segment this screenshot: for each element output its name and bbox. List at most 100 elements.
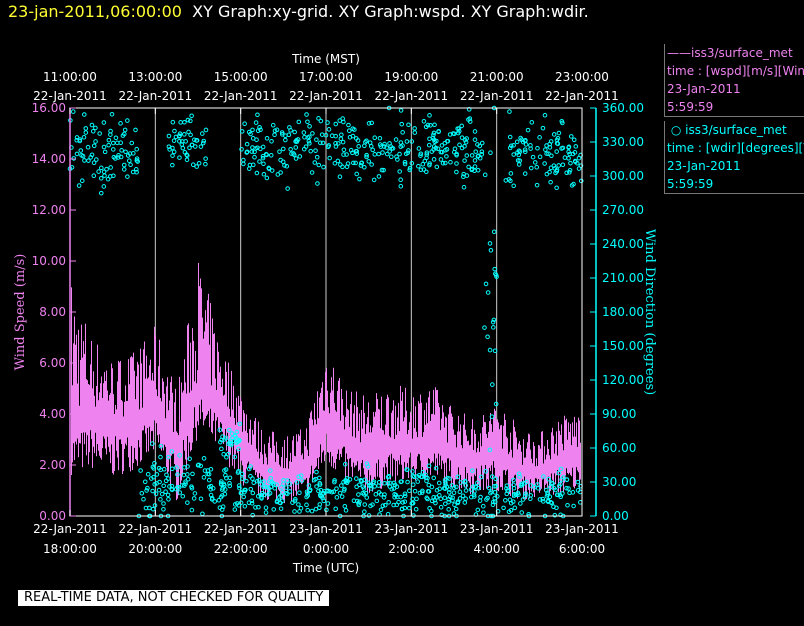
wdir-point (329, 133, 335, 139)
wdir-point (528, 483, 534, 488)
wdir-point (379, 167, 385, 173)
wdir-point (486, 485, 492, 491)
wdir-point (451, 511, 457, 516)
wdir-point (338, 162, 343, 167)
wdir-point (451, 490, 457, 496)
wdir-point (203, 161, 208, 167)
wdir-point (414, 474, 420, 479)
wdir-point (249, 500, 255, 506)
wdir-point (329, 489, 335, 495)
wdir-point (455, 474, 461, 480)
x-bottom-tick-time: 0:00:00 (303, 542, 349, 556)
wdir-point (459, 123, 464, 129)
x-bottom-tick-time: 2:00:00 (388, 542, 434, 556)
wdir-point (271, 507, 277, 512)
wdir-point (266, 479, 272, 484)
x-bottom-axis-title: Time (UTC) (292, 561, 359, 575)
wdir-point (298, 473, 304, 478)
x-bottom-tick-time: 22:00:00 (214, 542, 268, 556)
wdir-point (182, 119, 187, 125)
wdir-point (471, 492, 477, 497)
wdir-point (223, 472, 228, 478)
wdir-point (152, 503, 158, 508)
wdir-point (446, 499, 451, 505)
wdir-point (419, 490, 425, 495)
wdir-point (312, 160, 318, 165)
wdir-point (158, 443, 164, 449)
wdir-point (404, 139, 410, 144)
wdir-point (150, 441, 155, 446)
wdir-point (454, 169, 459, 175)
wdir-point (424, 478, 429, 484)
wdir-point (188, 132, 193, 138)
wdir-point (444, 154, 449, 159)
wdir-point (555, 141, 561, 146)
legend-wdir[interactable]: ○ iss3/surface_met time : [wdir][degrees… (664, 121, 804, 194)
wdir-point (432, 122, 437, 128)
wdir-point (201, 475, 207, 480)
wdir-point (402, 493, 408, 499)
wdir-point (431, 495, 436, 500)
wdir-point (270, 122, 276, 128)
wdir-point (268, 484, 274, 490)
wdir-point (320, 495, 325, 501)
wdir-point (472, 137, 478, 142)
wdir-point (293, 156, 299, 161)
wdir-point (544, 487, 549, 493)
wdir-point (238, 500, 244, 506)
x-bottom-tick-date: 23-Jan-2011 (460, 522, 534, 536)
wdir-point (421, 167, 427, 172)
x-top-tick-date: 22-Jan-2011 (460, 89, 534, 103)
wdir-point (411, 474, 417, 480)
wdir-point (346, 128, 352, 133)
wdir-point (489, 474, 495, 479)
wdir-point (394, 154, 399, 159)
wdir-point (354, 484, 359, 490)
wdir-point (456, 126, 462, 131)
wdir-point (254, 137, 259, 142)
wdir-point (514, 139, 520, 145)
legend-wspd-date: 23-Jan-2011 (667, 82, 741, 96)
y-right-tick-label: 210.00 (602, 271, 644, 285)
wdir-point (122, 127, 128, 133)
wdir-point (364, 495, 370, 500)
wdir-point (305, 135, 311, 140)
wdir-point (335, 158, 341, 164)
wdir-point (426, 463, 432, 469)
wdir-point (436, 480, 442, 486)
wdir-point (380, 503, 386, 509)
wdir-point (399, 121, 405, 127)
wdir-point (243, 487, 248, 493)
wdir-point (194, 164, 199, 169)
wdir-point (79, 178, 85, 184)
wdir-point (288, 146, 293, 152)
wdir-point (255, 128, 261, 133)
wdir-point (534, 164, 540, 170)
wdir-point (256, 504, 261, 510)
wdir-point (369, 120, 374, 126)
wdir-point (552, 512, 558, 518)
wdir-point (442, 477, 448, 483)
wdir-point (285, 478, 290, 483)
wdir-point (442, 495, 448, 501)
wdir-point (158, 497, 163, 502)
wdir-point (412, 126, 417, 131)
wdir-point (248, 486, 254, 492)
wdir-point (78, 148, 84, 153)
wdir-point (540, 125, 546, 131)
x-top-tick-time: 13:00:00 (128, 70, 182, 84)
wdir-point (123, 149, 128, 155)
wdir-point (534, 182, 540, 188)
wdir-point (364, 152, 369, 158)
wdir-point (232, 507, 238, 512)
wdir-point (105, 176, 111, 182)
wdir-point (405, 150, 411, 156)
wdir-point (229, 431, 235, 436)
wdir-point (238, 490, 244, 496)
wdir-point (194, 138, 200, 143)
wdir-point (458, 480, 464, 485)
legend: ——iss3/surface_met time : [wspd][m/s][Wi… (664, 44, 804, 194)
wdir-point (461, 184, 467, 190)
wdir-point (479, 474, 484, 480)
legend-wspd[interactable]: ——iss3/surface_met time : [wspd][m/s][Wi… (664, 44, 804, 117)
